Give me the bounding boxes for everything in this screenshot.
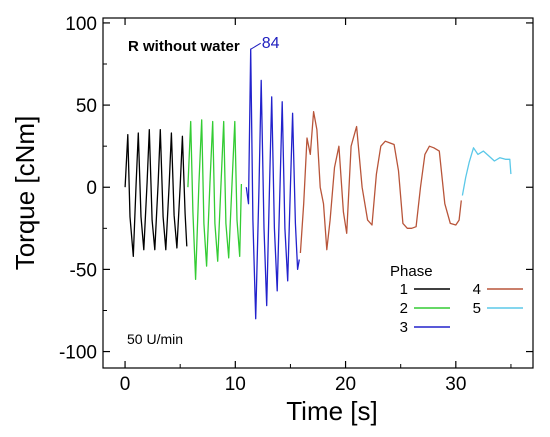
legend-label-phase-1: 1 xyxy=(400,281,408,298)
peak-label: 84 xyxy=(262,35,280,52)
legend: Phase 1 2 3 4 5 xyxy=(390,263,523,336)
legend-title: Phase xyxy=(390,263,433,280)
series-line-phase-1 xyxy=(124,129,188,257)
x-tick-label: 20 xyxy=(335,374,356,395)
x-tick-label: 30 xyxy=(445,374,466,395)
legend-label-phase-4: 4 xyxy=(473,281,481,298)
plot-frame xyxy=(102,17,534,369)
legend-label-phase-2: 2 xyxy=(400,300,408,317)
speed-label: 50 U/min xyxy=(127,331,183,347)
legend-label-phase-5: 5 xyxy=(473,300,481,317)
y-tick-label: 100 xyxy=(65,14,97,35)
series-line-phase-2 xyxy=(187,119,243,280)
y-axis-title: Torque [cNm] xyxy=(10,116,40,271)
tick-labels: 0 10 20 30 -100 -50 0 50 100 xyxy=(59,14,466,395)
y-tick-label: -50 xyxy=(70,260,97,281)
y-tick-label: 0 xyxy=(86,178,97,199)
series-layer xyxy=(124,48,512,320)
y-tick-label: 50 xyxy=(76,96,97,117)
axis-ticks xyxy=(103,18,533,368)
series-line-phase-5 xyxy=(461,147,512,196)
series-line-phase-4 xyxy=(299,111,462,254)
sample-label: R without water xyxy=(128,38,240,55)
peak-leader-line xyxy=(250,42,262,50)
x-tick-label: 10 xyxy=(225,374,246,395)
x-tick-label: 0 xyxy=(120,374,131,395)
legend-label-phase-3: 3 xyxy=(400,319,408,336)
x-axis-title: Time [s] xyxy=(286,396,377,426)
series-line-phase-3 xyxy=(245,48,300,320)
y-tick-label: -100 xyxy=(59,343,97,364)
